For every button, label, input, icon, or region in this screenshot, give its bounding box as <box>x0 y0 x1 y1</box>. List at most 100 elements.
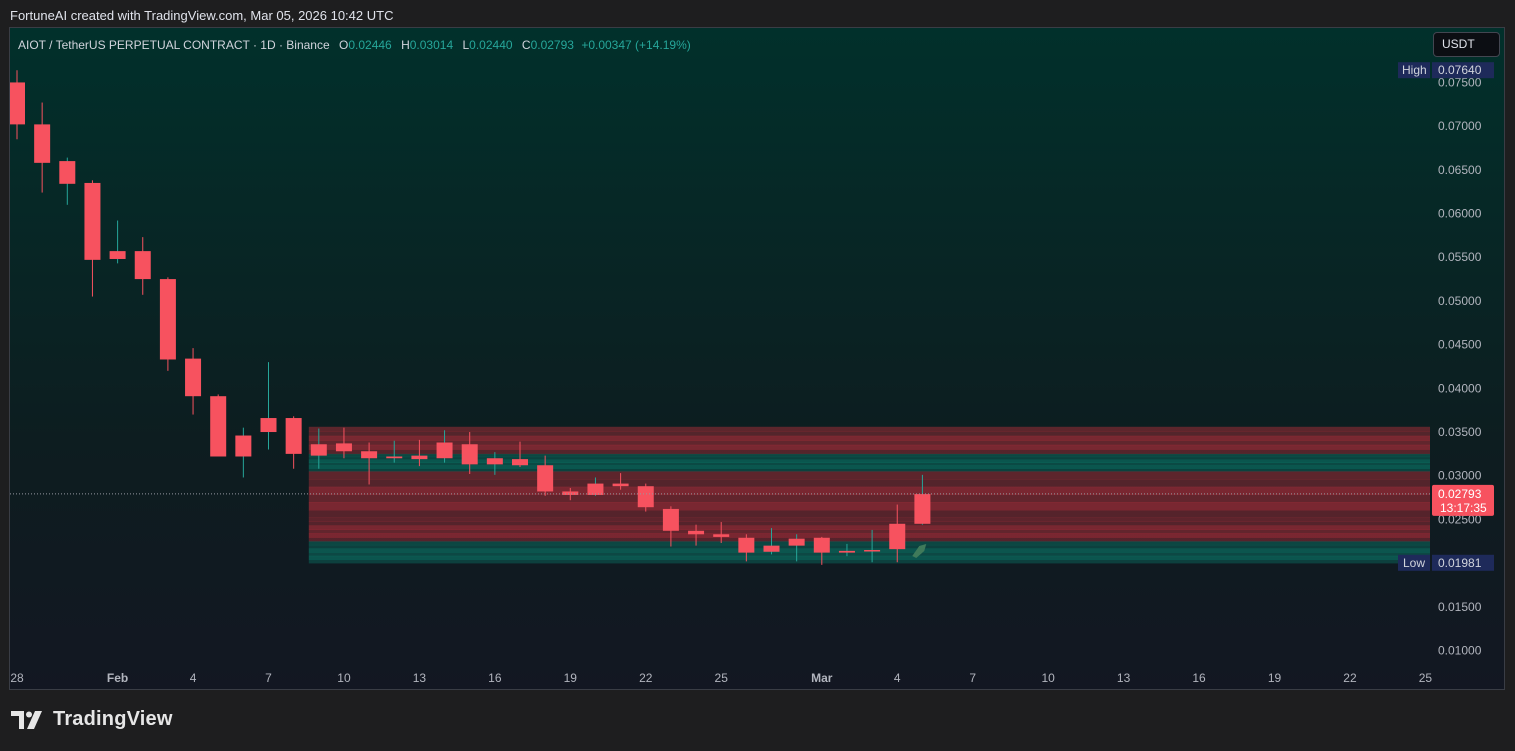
candle-body <box>411 455 428 460</box>
high-value: 0.03014 <box>409 38 454 52</box>
low-value-label: 0.01981 <box>1438 556 1482 570</box>
symbol-legend[interactable]: AIOT / TetherUS PERPETUAL CONTRACT · 1D … <box>18 38 691 52</box>
x-tick-label: 4 <box>894 671 901 685</box>
candle-body <box>310 444 327 456</box>
tradingview-logo-icon <box>11 710 42 729</box>
y-tick-label: 0.01500 <box>1438 600 1482 614</box>
symbol-title: AIOT / TetherUS PERPETUAL CONTRACT · 1D … <box>18 38 330 52</box>
candle-body <box>512 459 528 466</box>
y-tick-label: 0.02500 <box>1438 512 1482 526</box>
y-tick-label: 0.03000 <box>1438 469 1482 483</box>
zone-band <box>308 541 1430 546</box>
candle-body <box>788 538 805 546</box>
volume-zones <box>308 426 1430 564</box>
candle-body <box>713 534 730 537</box>
high-value-bg <box>1432 62 1494 79</box>
last-price-tag-bg <box>1432 484 1494 516</box>
low-value-bg <box>1432 554 1494 571</box>
close-label: C <box>521 38 531 52</box>
candle-body <box>361 451 378 459</box>
y-tick-label: 0.04500 <box>1438 338 1482 352</box>
candle-body <box>688 530 705 535</box>
x-tick-label: 7 <box>969 671 976 685</box>
zone-band <box>308 552 1430 557</box>
currency-selector[interactable]: USDT <box>1433 32 1500 57</box>
tradingview-logo[interactable]: TradingView <box>11 708 173 731</box>
candle-body <box>662 508 679 531</box>
y-tick-label: 0.06500 <box>1438 163 1482 177</box>
last-price-label: 0.02793 <box>1438 487 1482 501</box>
candle-body <box>461 444 478 465</box>
zone-band <box>308 479 1430 488</box>
x-tick-label: 25 <box>1419 671 1433 685</box>
time-axis[interactable]: 28 Feb 4 7 10 13 16 19 22 25 Mar 4 7 10 13 16 19 22 25 <box>10 671 1432 685</box>
zone-band <box>308 555 1430 560</box>
x-tick-label: 28 <box>10 671 24 685</box>
zone-band <box>308 517 1430 522</box>
zone-band <box>308 431 1430 437</box>
candlestick-chart[interactable]: 0.07500 0.07000 0.06500 0.06000 0.05500 0.050… <box>10 28 1505 690</box>
candle-body <box>864 550 881 552</box>
candle-body <box>159 279 176 360</box>
candle-body <box>738 537 755 553</box>
candle-body <box>914 494 931 524</box>
zone-band <box>308 459 1430 463</box>
candle-body <box>386 456 403 459</box>
candle-body <box>84 182 101 260</box>
zone-band <box>308 453 1430 458</box>
candle-body <box>537 465 554 492</box>
x-tick-label: 13 <box>1117 671 1131 685</box>
rocket-icon <box>912 544 927 559</box>
candle-body <box>637 486 654 508</box>
zone-band <box>308 456 1430 461</box>
x-tick-label: 16 <box>488 671 502 685</box>
candle-body <box>889 523 906 550</box>
zone-band <box>308 462 1430 466</box>
zone-band <box>308 509 1430 518</box>
close-value: 0.02793 <box>530 38 574 52</box>
tradingview-brand-text: TradingView <box>53 708 173 730</box>
x-tick-label: 13 <box>413 671 427 685</box>
zone-band <box>308 494 1430 503</box>
x-tick-label: Mar <box>811 671 833 685</box>
x-tick-label: 7 <box>265 671 272 685</box>
zone-band <box>308 533 1430 538</box>
zone-band <box>308 544 1430 549</box>
chart-area[interactable]: 0.07500 0.07000 0.06500 0.06000 0.05500 0.050… <box>9 27 1505 690</box>
candle-body <box>59 161 76 184</box>
y-tick-label: 0.05000 <box>1438 294 1482 308</box>
candle-body <box>285 418 302 454</box>
x-tick-label: 25 <box>715 671 729 685</box>
high-tag-bg <box>1398 62 1430 79</box>
zone-band <box>308 521 1430 526</box>
zone-band <box>308 440 1430 446</box>
change-value: +0.00347 (+14.19%) <box>581 38 691 52</box>
attribution-text: FortuneAI created with TradingView.com, … <box>10 8 394 23</box>
open-label: O <box>339 38 349 52</box>
x-tick-label: 22 <box>1343 671 1357 685</box>
y-tick-label: 0.07500 <box>1438 75 1482 89</box>
candle-body <box>235 435 252 457</box>
x-tick-label: 4 <box>190 671 197 685</box>
low-value: 0.02440 <box>469 38 513 52</box>
candle-body <box>34 124 51 163</box>
candle-body <box>185 358 202 397</box>
candle-body <box>813 537 830 553</box>
zone-band <box>308 444 1430 450</box>
candle-body <box>486 458 503 465</box>
candle-body <box>210 396 227 457</box>
open-value: 0.02446 <box>348 38 392 52</box>
y-tick-label: 0.01000 <box>1438 644 1482 658</box>
y-tick-label: 0.05500 <box>1438 250 1482 264</box>
x-tick-label: 10 <box>337 671 351 685</box>
candle-body <box>109 251 126 259</box>
zone-band <box>308 502 1430 511</box>
candle-body <box>763 545 780 552</box>
zone-band <box>308 468 1430 472</box>
y-tick-label: 0.06000 <box>1438 207 1482 221</box>
zone-band <box>308 435 1430 441</box>
price-axis[interactable]: 0.07500 0.07000 0.06500 0.06000 0.05500 0.050… <box>1398 62 1494 658</box>
candle-body <box>587 483 604 495</box>
candle-body <box>436 442 453 459</box>
zone-band <box>308 465 1430 469</box>
